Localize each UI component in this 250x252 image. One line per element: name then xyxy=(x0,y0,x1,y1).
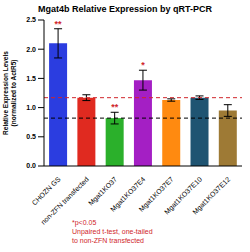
svg-text:2.0: 2.0 xyxy=(26,46,36,53)
svg-text:non-ZFN transfected: non-ZFN transfected xyxy=(40,175,90,225)
svg-text:**: ** xyxy=(55,19,63,29)
svg-text:0.0: 0.0 xyxy=(26,162,36,169)
svg-text:2.5: 2.5 xyxy=(26,16,36,23)
svg-text:CHOZN GS: CHOZN GS xyxy=(31,175,62,206)
svg-text:**: ** xyxy=(111,102,119,112)
svg-text:Mgat1KO37E12: Mgat1KO37E12 xyxy=(191,175,232,216)
svg-text:1.5: 1.5 xyxy=(26,75,36,82)
svg-text:*: * xyxy=(141,60,145,70)
svg-text:0.5: 0.5 xyxy=(26,133,36,140)
svg-text:1.0: 1.0 xyxy=(26,104,36,111)
